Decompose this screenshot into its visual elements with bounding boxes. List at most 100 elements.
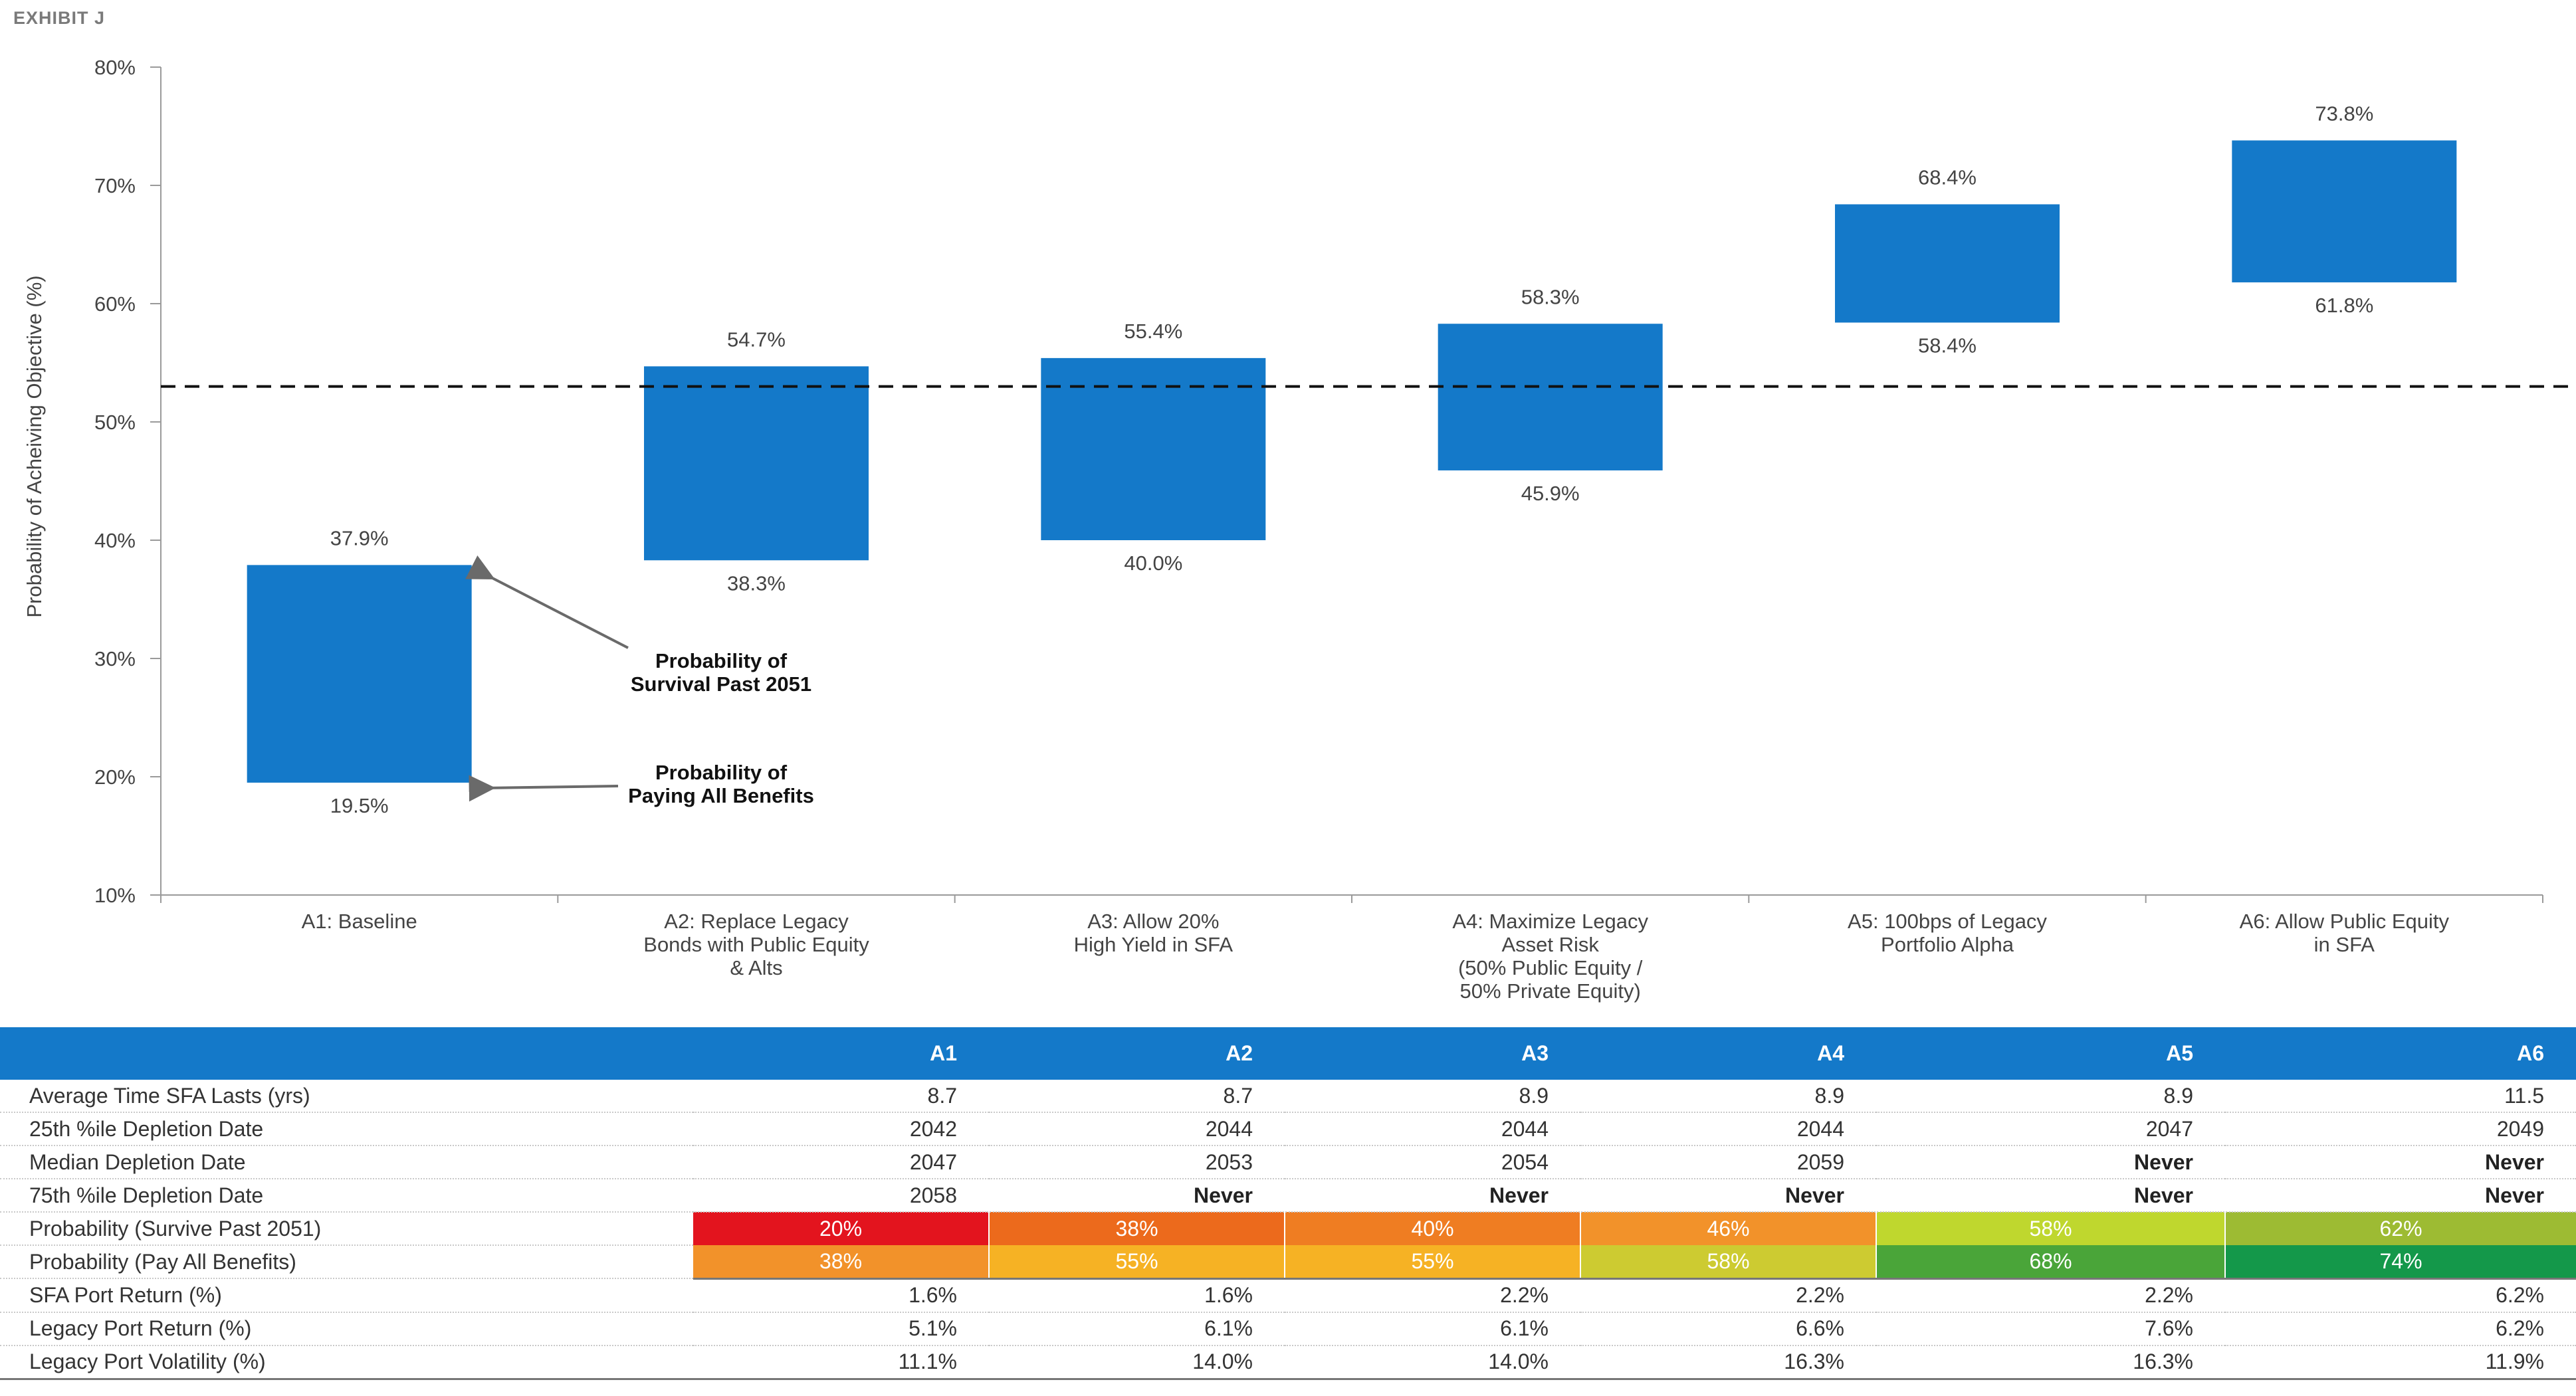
table-cell: 46% [1580,1212,1876,1245]
x-category-label: A2: Replace Legacy [664,910,849,933]
table-cell: 11.1% [693,1345,989,1380]
bar-bottom-value-label: 19.5% [330,794,389,817]
table-cell: 2047 [693,1146,989,1179]
table-row: Legacy Port Volatility (%) 11.1% 14.0% 14.0… [0,1345,2576,1380]
x-category-label: A6: Allow Public Equity [2240,910,2450,933]
table-cell: 2059 [1580,1146,1876,1179]
row-label: SFA Port Return (%) [0,1278,693,1313]
table-cell: 2044 [989,1112,1285,1146]
table-cell: 2.2% [1285,1278,1580,1313]
table-cell: 38% [988,1212,1285,1245]
table-cell: 8.9 [1285,1080,1580,1113]
table-cell: 20% [693,1212,989,1245]
table-cell: 2044 [1285,1112,1580,1146]
y-tick-label: 30% [94,647,136,670]
table-row: 75th %ile Depletion Date 2058 Never Never Ne… [0,1179,2576,1213]
range-bar [2232,140,2457,282]
table-cell: 6.2% [2225,1278,2576,1313]
bar-bottom-value-label: 40.0% [1124,551,1182,575]
bar-top-value-label: 58.3% [1521,285,1580,308]
table-cell: 8.7 [989,1080,1285,1113]
table-cell: 2042 [693,1112,989,1146]
table-cell: 40% [1284,1212,1580,1245]
x-category-label: A1: Baseline [302,910,417,933]
table-cell: 14.0% [1285,1345,1580,1380]
table-row: Average Time SFA Lasts (yrs) 8.7 8.7 8.9 8.9… [0,1080,2576,1113]
y-tick-label: 10% [94,884,136,907]
table-header-a4: A4 [1580,1027,1876,1080]
table-cell: 6.1% [1285,1312,1580,1346]
table-cell: 55% [1284,1245,1580,1280]
table-cell: 1.6% [989,1278,1285,1313]
x-category-label: (50% Public Equity / [1458,956,1643,979]
row-label: Probability (Survive Past 2051) [0,1212,693,1246]
scenario-metrics-table: A1 A2 A3 A4 A5 A6 Average Time SFA Lasts (yrs… [0,1027,2576,1380]
range-bar [1438,324,1663,470]
bar-top-value-label: 68.4% [1918,165,1977,189]
annotation-label: Survival Past 2051 [631,672,811,696]
table-cell: 74% [2224,1245,2576,1280]
x-category-label: High Yield in SFA [1074,933,1234,956]
table-row: SFA Port Return (%) 1.6% 1.6% 2.2% 2.2% 2.2% 6… [0,1278,2576,1313]
y-axis-title: Probability of Acheiving Objective (%) [23,275,46,617]
table-row: Legacy Port Return (%) 5.1% 6.1% 6.1% 6.6% 7.… [0,1312,2576,1346]
bar-top-value-label: 73.8% [2315,102,2373,125]
table-header-a2: A2 [989,1027,1285,1080]
table-cell: 2047 [1876,1112,2225,1146]
x-category-label: Bonds with Public Equity [643,933,869,956]
table-row: 25th %ile Depletion Date 2042 2044 2044 2044… [0,1112,2576,1146]
y-tick-label: 70% [94,174,136,197]
x-category-label: A4: Maximize Legacy [1452,910,1648,933]
table-cell: 2.2% [1876,1278,2225,1313]
x-category-label: & Alts [730,956,782,979]
y-tick-label: 20% [94,765,136,789]
bar-bottom-value-label: 45.9% [1521,482,1580,505]
table-header-row: A1 A2 A3 A4 A5 A6 [0,1027,2576,1080]
range-bar [644,366,869,561]
table-cell: 2.2% [1580,1278,1876,1313]
table-header-a3: A3 [1285,1027,1580,1080]
range-bar [1835,204,2060,323]
bar-bottom-value-label: 61.8% [2315,294,2373,317]
row-label: Average Time SFA Lasts (yrs) [0,1080,693,1113]
range-bar [247,565,472,783]
bar-top-value-label: 37.9% [330,526,389,549]
table-cell: 8.9 [1580,1080,1876,1113]
table-cell: 16.3% [1876,1345,2225,1380]
row-label: Legacy Port Volatility (%) [0,1345,693,1380]
table-header-a6: A6 [2225,1027,2576,1080]
row-label: Median Depletion Date [0,1146,693,1179]
probability-floating-bar-chart: 10% 20% 30% 40% 50% 60% 70% 80% Probability of A… [23,56,2576,1003]
annotation-label: Probability of [655,761,788,784]
bar-bottom-value-label: 38.3% [727,571,786,595]
table-cell: 6.2% [2225,1312,2576,1346]
table-cell: 11.5 [2225,1080,2576,1113]
exhibit-label: EXHIBIT J [13,8,106,28]
table-cell: 68% [1876,1245,2225,1280]
table-cell: 1.6% [693,1278,989,1313]
x-category-label: A3: Allow 20% [1087,910,1219,933]
table-cell: 2053 [989,1146,1285,1179]
table-cell: Never [989,1179,1285,1213]
table-cell: 38% [693,1245,989,1280]
x-category-label: in SFA [2314,933,2375,956]
x-category-label: A5: 100bps of Legacy [1848,910,2047,933]
table-cell: Never [2225,1179,2576,1213]
table-header-a5: A5 [1876,1027,2225,1080]
x-category-label: Asset Risk [1501,933,1599,956]
table-cell: 14.0% [989,1345,1285,1380]
annotation-label: Probability of [655,649,788,672]
table-cell: Never [1285,1179,1580,1213]
table-cell: Never [1876,1146,2225,1179]
x-category-label: 50% Private Equity) [1460,979,1641,1003]
table-cell: Never [1876,1179,2225,1213]
row-label: Probability (Pay All Benefits) [0,1245,693,1279]
table-cell: 8.9 [1876,1080,2225,1113]
row-label: 25th %ile Depletion Date [0,1112,693,1146]
table-cell: 6.6% [1580,1312,1876,1346]
table-cell: 11.9% [2225,1345,2576,1380]
table-cell: 55% [988,1245,1285,1280]
table-cell: 2049 [2225,1112,2576,1146]
annotation-arrow [465,555,629,649]
table-cell: Never [1580,1179,1876,1213]
